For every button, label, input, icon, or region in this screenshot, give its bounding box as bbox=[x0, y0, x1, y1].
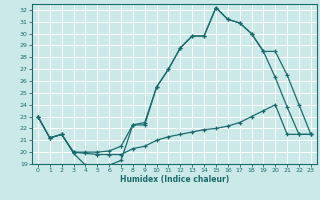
X-axis label: Humidex (Indice chaleur): Humidex (Indice chaleur) bbox=[120, 175, 229, 184]
